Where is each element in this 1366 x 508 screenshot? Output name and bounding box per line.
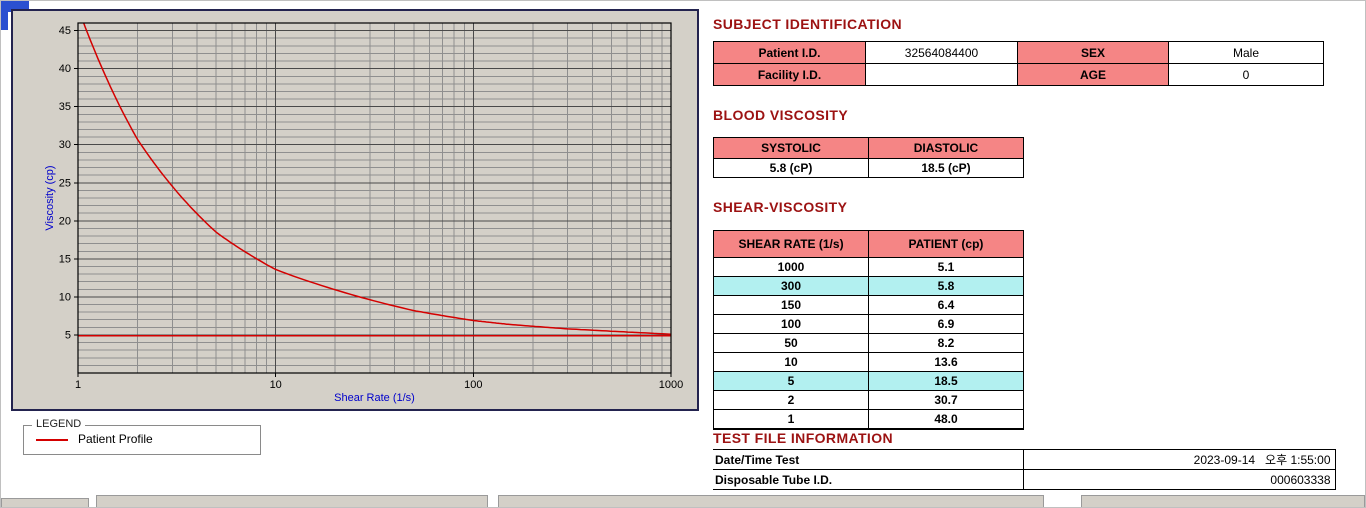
svg-text:40: 40 bbox=[59, 63, 71, 75]
svg-text:15: 15 bbox=[59, 253, 71, 265]
table-row: 5.8 (cP) 18.5 (cP) bbox=[713, 158, 1024, 178]
subject-identification-heading: SUBJECT IDENTIFICATION bbox=[713, 16, 902, 32]
facility-id-label: Facility I.D. bbox=[713, 63, 866, 86]
shear-row: 100 6.9 bbox=[713, 314, 1024, 334]
svg-text:10: 10 bbox=[59, 291, 71, 303]
test-file-information-heading: TEST FILE INFORMATION bbox=[713, 430, 894, 446]
facility-id-value bbox=[865, 63, 1018, 86]
patient-id-label: Patient I.D. bbox=[713, 41, 866, 64]
svg-text:5: 5 bbox=[65, 330, 71, 342]
shear-row: 150 6.4 bbox=[713, 295, 1024, 315]
patient-viscosity-cell: 48.0 bbox=[868, 409, 1024, 430]
patient-viscosity-cell: 13.6 bbox=[868, 352, 1024, 372]
shear-rate-header: SHEAR RATE (1/s) bbox=[713, 230, 869, 258]
legend-line-sample bbox=[36, 439, 68, 441]
svg-text:Shear Rate (1/s): Shear Rate (1/s) bbox=[334, 392, 415, 404]
diastolic-value: 18.5 (cP) bbox=[868, 158, 1024, 178]
shear-rate-cell: 300 bbox=[713, 276, 869, 296]
shear-row: 1000 5.1 bbox=[713, 257, 1024, 277]
systolic-header: SYSTOLIC bbox=[713, 137, 869, 159]
patient-id-value: 32564084400 bbox=[865, 41, 1018, 64]
svg-text:35: 35 bbox=[59, 101, 71, 113]
table-header-row: SYSTOLIC DIASTOLIC bbox=[713, 137, 1024, 159]
shear-rate-cell: 50 bbox=[713, 333, 869, 353]
blood-viscosity-heading: BLOOD VISCOSITY bbox=[713, 107, 849, 123]
table-row: Patient I.D. 32564084400 SEX Male bbox=[713, 41, 1324, 64]
shear-row: 10 13.6 bbox=[713, 352, 1024, 372]
svg-text:1000: 1000 bbox=[659, 379, 683, 391]
shear-viscosity-table: SHEAR RATE (1/s) PATIENT (cp) 1000 5.1 3… bbox=[713, 230, 1024, 430]
date-time-test-label: Date/Time Test bbox=[713, 449, 1023, 470]
test-file-information-table: Date/Time Test 2023-09-14 오후 1:55:00 D… bbox=[713, 449, 1336, 490]
patient-viscosity-cell: 18.5 bbox=[868, 371, 1024, 391]
legend-title: LEGEND bbox=[32, 418, 86, 430]
sex-label: SEX bbox=[1017, 41, 1169, 64]
shear-row: 2 30.7 bbox=[713, 390, 1024, 410]
shear-row: 50 8.2 bbox=[713, 333, 1024, 353]
svg-text:10: 10 bbox=[270, 379, 282, 391]
svg-text:25: 25 bbox=[59, 177, 71, 189]
disposable-tube-id-value: 000603338 bbox=[1022, 469, 1336, 490]
viscosity-chart: 5 10 15 20 25 30 35 40 45 1 10 100 1000 Shear Rate (1… bbox=[44, 22, 683, 404]
bottom-panel-fragment bbox=[1081, 495, 1365, 507]
table-row: Date/Time Test 2023-09-14 오후 1:55:00 bbox=[713, 449, 1336, 470]
patient-viscosity-cell: 5.8 bbox=[868, 276, 1024, 296]
patient-cp-header: PATIENT (cp) bbox=[868, 230, 1024, 258]
svg-text:20: 20 bbox=[59, 215, 71, 227]
age-label: AGE bbox=[1017, 63, 1169, 86]
svg-text:45: 45 bbox=[59, 25, 71, 37]
shear-rate-cell: 100 bbox=[713, 314, 869, 334]
svg-text:30: 30 bbox=[59, 139, 71, 151]
bottom-button-fragment bbox=[1, 498, 89, 507]
bottom-panel-fragment bbox=[498, 495, 1044, 507]
table-header-row: SHEAR RATE (1/s) PATIENT (cp) bbox=[713, 230, 1024, 258]
shear-row: 5 18.5 bbox=[713, 371, 1024, 391]
patient-viscosity-cell: 6.4 bbox=[868, 295, 1024, 315]
shear-row: 1 48.0 bbox=[713, 409, 1024, 430]
bottom-panel-fragment bbox=[96, 495, 488, 507]
patient-viscosity-cell: 5.1 bbox=[868, 257, 1024, 277]
svg-text:100: 100 bbox=[464, 379, 482, 391]
chart-legend: LEGEND Patient Profile bbox=[23, 418, 261, 455]
patient-viscosity-cell: 8.2 bbox=[868, 333, 1024, 353]
shear-rate-cell: 150 bbox=[713, 295, 869, 315]
shear-rate-cell: 10 bbox=[713, 352, 869, 372]
shear-viscosity-heading: SHEAR-VISCOSITY bbox=[713, 199, 848, 215]
table-row: Disposable Tube I.D. 000603338 bbox=[713, 469, 1336, 490]
diastolic-header: DIASTOLIC bbox=[868, 137, 1024, 159]
shear-rate-cell: 1000 bbox=[713, 257, 869, 277]
table-row: Facility I.D. AGE 0 bbox=[713, 63, 1324, 86]
blood-viscosity-table: SYSTOLIC DIASTOLIC 5.8 (cP) 18.5 (cP) bbox=[713, 137, 1024, 178]
chart-panel: 5 10 15 20 25 30 35 40 45 1 10 100 1000 Shear Rate (1… bbox=[11, 9, 699, 411]
svg-text:Viscosity (cp): Viscosity (cp) bbox=[44, 165, 56, 230]
shear-rate-cell: 1 bbox=[713, 409, 869, 430]
disposable-tube-id-label: Disposable Tube I.D. bbox=[713, 469, 1023, 490]
legend-entry-label: Patient Profile bbox=[78, 432, 153, 446]
patient-viscosity-cell: 30.7 bbox=[868, 390, 1024, 410]
date-time-test-value: 2023-09-14 오후 1:55:00 bbox=[1022, 449, 1336, 470]
svg-text:1: 1 bbox=[75, 379, 81, 391]
patient-viscosity-cell: 6.9 bbox=[868, 314, 1024, 334]
sex-value: Male bbox=[1168, 41, 1324, 64]
subject-identification-table: Patient I.D. 32564084400 SEX Male Facili… bbox=[713, 41, 1324, 86]
bottom-blue-fragment bbox=[1, 1, 29, 12]
shear-row: 300 5.8 bbox=[713, 276, 1024, 296]
systolic-value: 5.8 (cP) bbox=[713, 158, 869, 178]
shear-rate-cell: 2 bbox=[713, 390, 869, 410]
age-value: 0 bbox=[1168, 63, 1324, 86]
shear-rate-cell: 5 bbox=[713, 371, 869, 391]
window-chrome-fragment bbox=[1, 4, 8, 30]
